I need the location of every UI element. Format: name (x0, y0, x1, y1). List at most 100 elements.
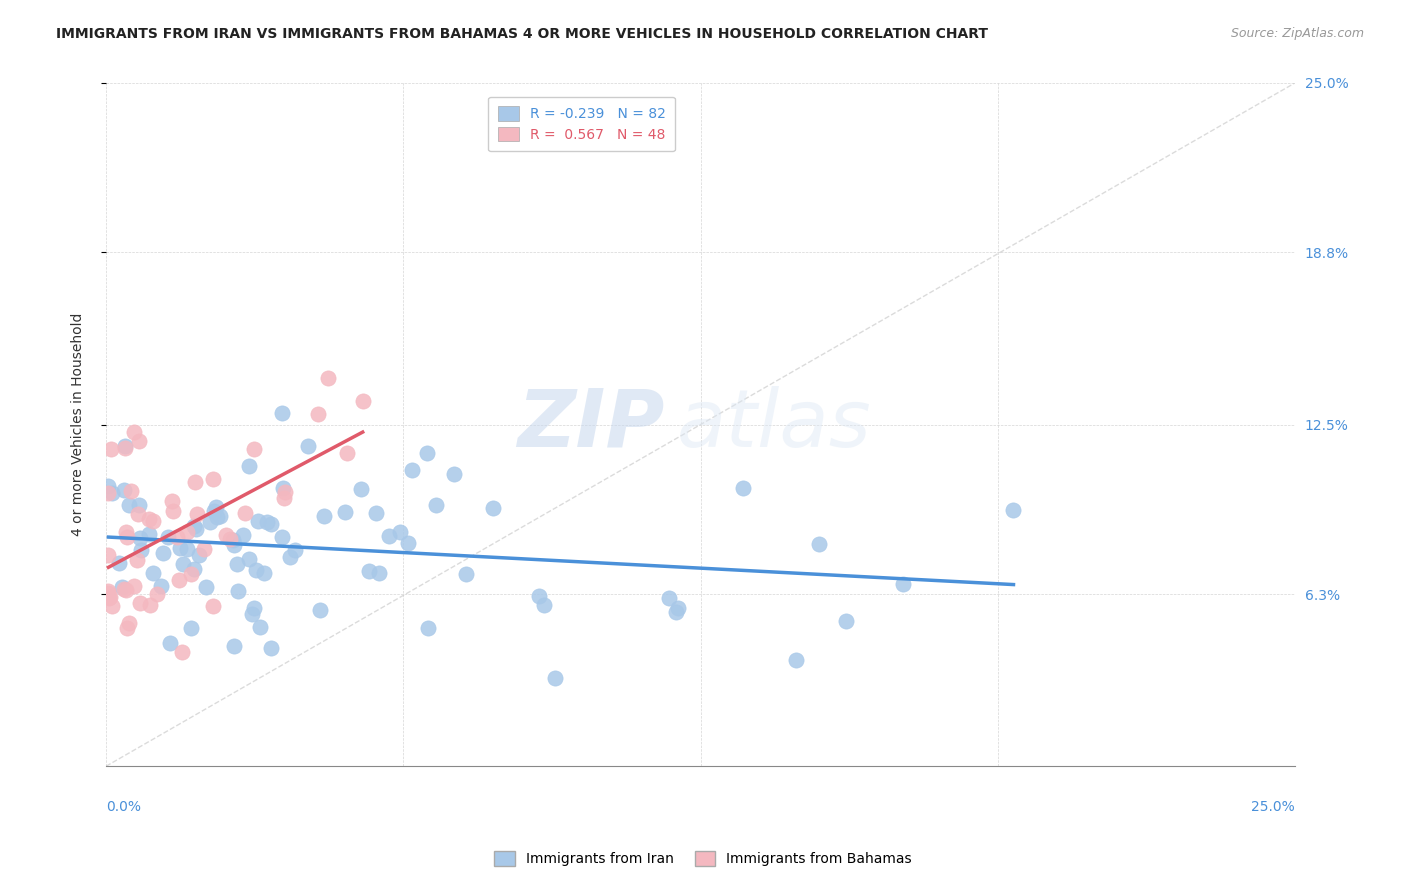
Point (115, 621, 138, 635)
Point (543, 671, 565, 685)
Point (388, 524, 411, 539)
Point (152, 546, 174, 560)
Point (129, 543, 152, 558)
Point (183, 562, 205, 576)
Point (284, 542, 307, 557)
Point (169, 541, 191, 556)
Point (111, 580, 134, 594)
Point (416, 446, 439, 460)
Point (308, 603, 330, 617)
Point (169, 574, 191, 588)
Point (159, 636, 181, 650)
Text: 0.0%: 0.0% (105, 800, 141, 814)
Text: 25.0%: 25.0% (1251, 800, 1295, 814)
Point (186, 508, 208, 522)
Point (271, 481, 294, 495)
Point (100, 442, 122, 457)
Point (352, 393, 374, 408)
Point (378, 529, 401, 543)
Point (366, 506, 388, 520)
Point (128, 434, 150, 449)
Point (225, 557, 247, 571)
Point (205, 510, 228, 524)
Point (184, 475, 207, 489)
Point (274, 484, 297, 499)
Point (184, 522, 207, 536)
Point (533, 598, 555, 612)
Point (808, 537, 831, 551)
Point (253, 566, 276, 581)
Point (238, 552, 260, 566)
Point (198, 515, 221, 529)
Point (180, 566, 202, 581)
Point (219, 532, 242, 546)
Point (146, 587, 169, 601)
Point (115, 583, 138, 598)
Point (350, 482, 373, 496)
Point (149, 579, 172, 593)
Point (162, 504, 184, 518)
Y-axis label: 4 or more Vehicles in Household: 4 or more Vehicles in Household (72, 313, 86, 536)
Point (122, 579, 145, 593)
Point (242, 442, 264, 456)
Point (180, 621, 202, 635)
Point (97, 583, 120, 598)
Point (162, 494, 184, 508)
Point (201, 599, 224, 614)
Point (368, 566, 391, 580)
Point (115, 524, 138, 539)
Point (527, 589, 550, 603)
Legend: Immigrants from Iran, Immigrants from Bahamas: Immigrants from Iran, Immigrants from Ba… (488, 846, 918, 871)
Point (271, 530, 294, 544)
Text: Source: ZipAtlas.com: Source: ZipAtlas.com (1230, 27, 1364, 40)
Point (100, 590, 122, 604)
Point (112, 483, 135, 498)
Point (336, 446, 359, 460)
Point (454, 567, 477, 582)
Point (128, 498, 150, 512)
Point (443, 467, 465, 481)
Point (122, 425, 145, 439)
Point (97, 591, 120, 605)
Point (101, 486, 124, 500)
Point (247, 514, 270, 528)
Point (278, 550, 301, 565)
Point (108, 556, 131, 570)
Point (297, 439, 319, 453)
Text: ZIP: ZIP (517, 385, 665, 464)
Point (271, 406, 294, 420)
Point (139, 598, 162, 612)
Point (222, 639, 245, 653)
Point (665, 605, 688, 619)
Point (120, 484, 142, 499)
Point (166, 530, 188, 544)
Point (401, 463, 423, 477)
Point (232, 528, 254, 542)
Point (357, 564, 380, 578)
Point (97, 479, 120, 493)
Point (138, 512, 160, 526)
Point (188, 548, 211, 562)
Point (245, 563, 267, 577)
Point (273, 491, 295, 505)
Point (172, 557, 194, 571)
Point (396, 536, 419, 550)
Point (127, 507, 149, 521)
Point (100, 599, 122, 614)
Point (482, 500, 505, 515)
Point (183, 519, 205, 533)
Point (260, 517, 283, 532)
Point (658, 591, 681, 605)
Point (195, 580, 218, 594)
Point (193, 541, 215, 556)
Point (416, 621, 439, 635)
Point (249, 620, 271, 634)
Point (125, 553, 148, 567)
Point (97, 585, 120, 599)
Point (425, 498, 447, 512)
Point (129, 531, 152, 545)
Point (214, 528, 236, 542)
Point (205, 500, 228, 514)
Point (891, 577, 914, 591)
Point (226, 583, 249, 598)
